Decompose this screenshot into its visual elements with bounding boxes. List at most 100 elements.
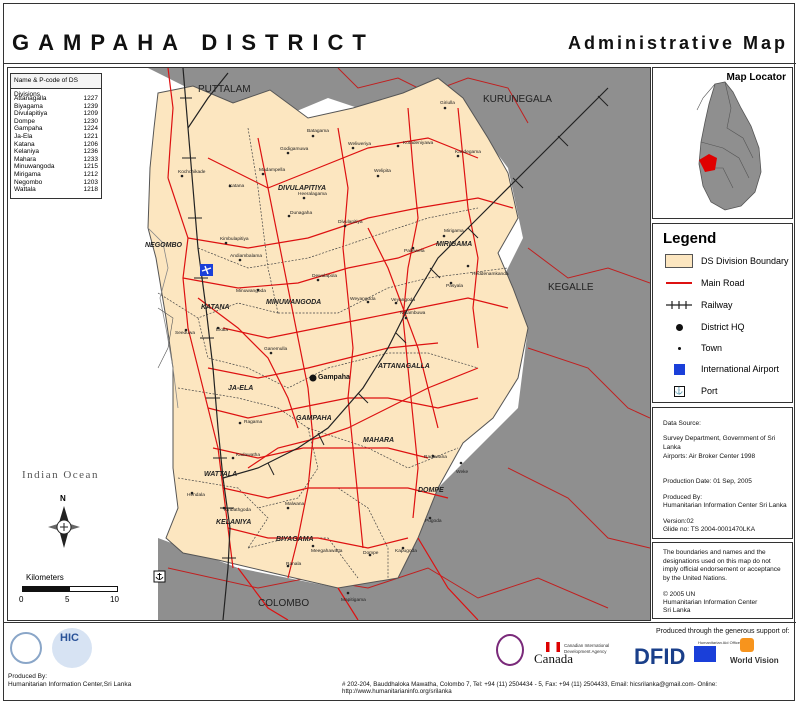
legend-town: Town	[665, 341, 722, 355]
locator-highlight	[699, 154, 717, 172]
seal-logo	[496, 634, 524, 666]
ds-name: Biyagama	[14, 102, 43, 110]
svg-text:Ganemulla: Ganemulla	[264, 346, 288, 352]
ds-table-row: Katana 1206	[14, 141, 98, 149]
svg-text:Godigamuwa: Godigamuwa	[280, 146, 309, 152]
ds-code: 1239	[83, 102, 98, 110]
svg-text:Hendala: Hendala	[187, 492, 205, 498]
port-legend-icon: ⚓	[673, 385, 685, 397]
un-logo-icon	[10, 632, 42, 664]
ds-table-row: Mirigama 1212	[14, 171, 98, 179]
ds-code: 1233	[83, 155, 98, 163]
hic-logo-text: HIC	[60, 632, 79, 644]
svg-text:Heeralagama: Heeralagama	[298, 191, 327, 197]
svg-text:Welipita: Welipita	[374, 168, 391, 174]
airport-icon[interactable]	[200, 264, 213, 276]
ds-mirigama: MIRIGAMA	[436, 241, 472, 248]
info-panel: Data Source: Survey Department, Governme…	[652, 407, 793, 539]
ds-dompe: DOMPE	[418, 487, 444, 494]
north-label: N	[60, 494, 66, 503]
ds-table-heading: Name & P-code of DS Divisions	[11, 74, 101, 98]
page-title: GAMPAHA DISTRICT	[12, 30, 375, 55]
locator-map	[696, 81, 762, 211]
info-survey: Survey Department, Government of Sri Lan…	[663, 435, 776, 451]
scale-bar-graphic	[22, 586, 118, 592]
footer-produced-org: Humanitarian Information Center,Sri Lank…	[8, 681, 132, 688]
ds-table-row: Biyagama 1239	[14, 103, 98, 111]
ds-code: 1215	[83, 163, 98, 171]
port-icon[interactable]	[153, 570, 166, 583]
svg-text:Ranala: Ranala	[286, 561, 302, 567]
disclaimer-org2: Sri Lanka	[663, 607, 691, 614]
info-glide: Glide no: TS 2004-0001470LKA	[663, 526, 756, 533]
disclaimer-copyright: © 2005 UN	[663, 591, 696, 598]
svg-text:Heddenamkanda: Heddenamkanda	[472, 271, 509, 277]
ds-code: 1221	[83, 132, 98, 140]
canada-flag-icon	[546, 642, 560, 652]
locator-panel: Map Locator	[652, 67, 793, 219]
footer-address: # 202-204, Bauddhaloka Mawatha, Colombo …	[342, 681, 717, 695]
ds-name: Dompe	[14, 117, 35, 125]
ds-code: 1218	[83, 186, 98, 194]
ds-kelaniya: KELANIYA	[216, 519, 251, 526]
svg-text:Radawana: Radawana	[424, 454, 447, 460]
info-date: Production Date: 01 Sep, 2005	[663, 478, 752, 485]
airport-legend-icon	[673, 363, 685, 375]
ds-table-row: Divulapitiya 1209	[14, 110, 98, 118]
info-version: Version:02	[663, 518, 694, 525]
echo-logo	[694, 646, 716, 662]
ds-code: 1230	[83, 117, 98, 125]
railway-ticks	[180, 95, 609, 559]
compass-icon	[48, 506, 80, 548]
svg-text:Kiribathgoda: Kiribathgoda	[224, 507, 251, 513]
disclaimer-panel: The boundaries and names and the designa…	[652, 542, 793, 619]
district-hq-marker[interactable]	[309, 374, 317, 382]
svg-text:Ragama: Ragama	[244, 419, 262, 425]
ds-code: 1209	[83, 110, 98, 118]
svg-text:Kochchikade: Kochchikade	[178, 169, 206, 175]
locator-title: Map Locator	[726, 72, 786, 83]
main-map[interactable]: PUTTALAM KURUNEGALA KEGALLE COLOMBO Indi…	[7, 67, 651, 621]
svg-text:Katana: Katana	[229, 183, 245, 189]
svg-text:Weyangoda: Weyangoda	[350, 296, 376, 302]
canada-wordmark: Canada	[534, 651, 573, 666]
svg-text:Kadawatha: Kadawatha	[236, 452, 260, 458]
railways	[182, 68, 609, 620]
ds-code: 1212	[83, 170, 98, 178]
svg-text:Nittambuwa: Nittambuwa	[400, 310, 426, 316]
svg-text:Pallewela: Pallewela	[404, 248, 425, 254]
ds-name: Gampaha	[14, 125, 43, 133]
scale-tick-5: 5	[65, 595, 70, 604]
svg-text:Dompe: Dompe	[363, 550, 379, 556]
ds-attanagalla: ATTANAGALLA	[377, 363, 430, 370]
ds-table-row: Mahara 1233	[14, 156, 98, 164]
ds-table-row: Attanagalla 1227	[14, 95, 98, 103]
svg-text:Dewalapola: Dewalapola	[312, 273, 337, 279]
ds-table-row: Kelaniya 1236	[14, 148, 98, 156]
header-divider	[4, 63, 796, 64]
hic-logo	[52, 628, 92, 668]
svg-text:Veyangoda: Veyangoda	[391, 297, 415, 303]
label-ocean: Indian Ocean	[22, 469, 99, 481]
svg-text:Weke: Weke	[456, 469, 469, 475]
ds-code: 1203	[83, 178, 98, 186]
info-produced-org: Humanitarian Information Center Sri Lank…	[663, 502, 787, 509]
ds-minuwangoda: MINUWANGODA	[266, 299, 321, 306]
ds-name: Katana	[14, 140, 35, 148]
info-data-source: Data Source:	[663, 420, 701, 427]
ds-biyagama: BIYAGAMA	[276, 536, 314, 543]
ds-negombo: NEGOMBO	[145, 242, 183, 249]
svg-text:Malwana: Malwana	[285, 501, 305, 507]
legend-railway: Railway	[665, 298, 733, 312]
ds-table-row: Minuwangoda 1215	[14, 163, 98, 171]
page-subtitle: Administrative Map	[567, 33, 788, 53]
svg-text:Kapugoda: Kapugoda	[395, 548, 417, 554]
map-canvas: PUTTALAM KURUNEGALA KEGALLE COLOMBO Indi…	[8, 68, 650, 620]
district-hq-label: Gampaha	[318, 374, 350, 381]
scale-bar: Kilometers 0 5 10	[18, 573, 128, 613]
ds-divulapitiya: DIVULAPITIYA	[278, 185, 326, 192]
svg-text:Batagama: Batagama	[307, 128, 329, 134]
footer-produced-by: Produced By:	[8, 673, 48, 680]
info-airports: Airports: Air Broker Center 1998	[663, 453, 756, 460]
ds-table-row: Ja-Ela 1221	[14, 133, 98, 141]
